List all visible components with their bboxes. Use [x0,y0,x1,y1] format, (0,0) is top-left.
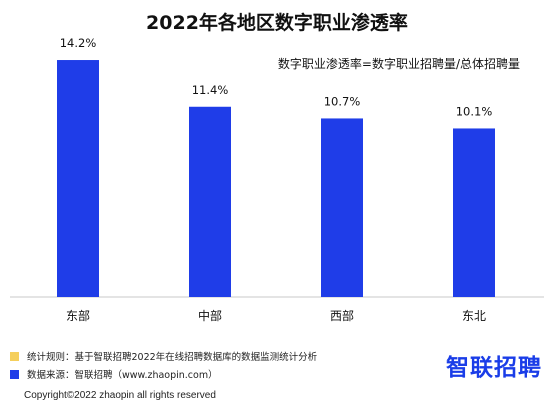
note-rule-row: 统计规则：基于智联招聘2022年在线招聘数据库的数据监测统计分析 [10,347,430,365]
note-rule-swatch [10,351,19,361]
category-label-3: 东北 [462,309,486,323]
value-label-0: 14.2% [60,36,97,50]
value-label-1: 11.4% [192,83,229,97]
value-label-2: 10.7% [324,94,361,108]
note-source-row: 数据来源：智联招聘（www.zhaopin.com） [10,365,430,383]
bar-1 [189,106,231,297]
category-label-0: 东部 [66,308,90,323]
formula-annotation: 数字职业渗透率=数字职业招聘量/总体招聘量 [277,57,520,71]
category-label-1: 中部 [198,308,222,323]
note-source-text: 数据来源：智联招聘（www.zhaopin.com） [27,370,218,381]
notes-section: 统计规则：基于智联招聘2022年在线招聘数据库的数据监测统计分析 数据来源：智联… [10,347,430,383]
note-source-swatch [10,369,19,379]
copyright-text: Copyright©2022 zhaopin all rights reserv… [24,390,216,401]
value-label-3: 10.1% [456,104,493,118]
bar-0 [57,60,99,297]
category-label-2: 西部 [330,308,354,323]
zhaopin-logo: 智联招聘 [446,355,542,381]
note-rule-text: 统计规则：基于智联招聘2022年在线招聘数据库的数据监测统计分析 [27,352,318,363]
chart-title: 2022年各地区数字职业渗透率 [146,12,408,34]
bar-2 [321,118,363,297]
bar-group [57,60,495,297]
footer-band [0,382,554,412]
bar-3 [453,128,495,297]
category-label-group: 东部 中部 西部 东北 [66,308,486,323]
value-label-group: 14.2% 11.4% 10.7% 10.1% [60,36,493,118]
